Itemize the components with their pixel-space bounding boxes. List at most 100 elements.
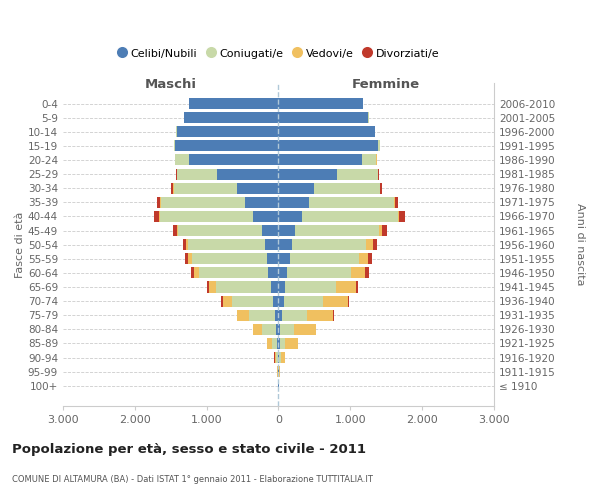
Bar <box>278 324 280 335</box>
Bar <box>281 352 285 363</box>
Text: COMUNE DI ALTAMURA (BA) - Dati ISTAT 1° gennaio 2011 - Elaborazione TUTTITALIA.I: COMUNE DI ALTAMURA (BA) - Dati ISTAT 1° … <box>12 476 373 484</box>
Bar <box>348 296 349 306</box>
Bar <box>280 338 285 349</box>
Bar <box>194 268 199 278</box>
Y-axis label: Anni di nascita: Anni di nascita <box>575 204 585 286</box>
Bar <box>367 239 373 250</box>
Bar <box>276 352 278 363</box>
Bar <box>262 225 278 236</box>
Bar <box>272 338 277 349</box>
Bar <box>359 254 368 264</box>
Bar <box>302 211 398 222</box>
Bar <box>185 254 188 264</box>
Bar <box>278 197 308 208</box>
Bar <box>253 324 262 335</box>
Bar <box>173 182 238 194</box>
Bar <box>268 268 278 278</box>
Bar <box>285 338 298 349</box>
Bar <box>272 296 278 306</box>
Bar <box>382 225 387 236</box>
Bar <box>175 154 190 166</box>
Bar <box>314 182 380 194</box>
Legend: Celibi/Nubili, Coniugati/e, Vedovi/e, Divorziati/e: Celibi/Nubili, Coniugati/e, Vedovi/e, Di… <box>113 44 444 63</box>
Bar <box>287 268 352 278</box>
Bar <box>295 225 379 236</box>
Bar <box>172 182 173 194</box>
Bar <box>199 268 268 278</box>
Bar <box>277 338 278 349</box>
Bar <box>398 211 400 222</box>
Bar <box>278 211 302 222</box>
Bar <box>178 225 262 236</box>
Y-axis label: Fasce di età: Fasce di età <box>15 212 25 278</box>
Bar <box>279 366 280 377</box>
Bar <box>378 140 380 151</box>
Bar <box>278 352 279 363</box>
Bar <box>278 168 337 179</box>
Bar <box>217 168 278 179</box>
Bar <box>323 296 348 306</box>
Bar <box>395 197 398 208</box>
Bar <box>290 254 359 264</box>
Bar <box>245 197 278 208</box>
Bar <box>365 268 369 278</box>
Bar <box>278 112 368 123</box>
Bar <box>278 254 290 264</box>
Bar <box>177 168 217 179</box>
Bar <box>173 225 177 236</box>
Bar <box>292 239 367 250</box>
Bar <box>400 211 405 222</box>
Bar <box>271 282 278 292</box>
Bar <box>157 197 160 208</box>
Bar <box>278 154 362 166</box>
Bar <box>262 324 277 335</box>
Bar <box>190 154 278 166</box>
Bar <box>238 310 248 320</box>
Bar <box>183 239 186 250</box>
Bar <box>186 239 188 250</box>
Bar <box>161 197 245 208</box>
Bar <box>352 268 365 278</box>
Bar <box>278 296 284 306</box>
Bar <box>295 324 316 335</box>
Bar <box>216 282 271 292</box>
Bar <box>267 338 272 349</box>
Bar <box>280 324 295 335</box>
Bar <box>277 324 278 335</box>
Bar <box>308 197 394 208</box>
Bar <box>190 98 278 109</box>
Bar <box>281 310 307 320</box>
Bar <box>266 254 278 264</box>
Bar <box>275 352 276 363</box>
Bar <box>284 296 323 306</box>
Bar <box>191 268 194 278</box>
Bar <box>238 182 278 194</box>
Bar <box>237 310 238 320</box>
Text: Femmine: Femmine <box>352 78 420 91</box>
Bar <box>373 239 377 250</box>
Bar <box>278 338 280 349</box>
Bar <box>356 282 358 292</box>
Bar <box>154 211 159 222</box>
Bar <box>160 211 253 222</box>
Bar <box>278 239 292 250</box>
Bar <box>379 225 382 236</box>
Bar <box>248 310 275 320</box>
Bar <box>307 310 334 320</box>
Bar <box>336 282 356 292</box>
Bar <box>278 182 314 194</box>
Bar <box>232 296 272 306</box>
Bar <box>188 239 265 250</box>
Bar <box>209 282 216 292</box>
Bar <box>394 197 395 208</box>
Bar <box>278 98 363 109</box>
Bar <box>275 310 278 320</box>
Bar <box>337 168 377 179</box>
Text: Maschi: Maschi <box>145 78 197 91</box>
Bar <box>177 225 178 236</box>
Bar <box>285 282 336 292</box>
Bar <box>223 296 232 306</box>
Bar <box>253 211 278 222</box>
Bar <box>278 140 378 151</box>
Bar <box>159 211 160 222</box>
